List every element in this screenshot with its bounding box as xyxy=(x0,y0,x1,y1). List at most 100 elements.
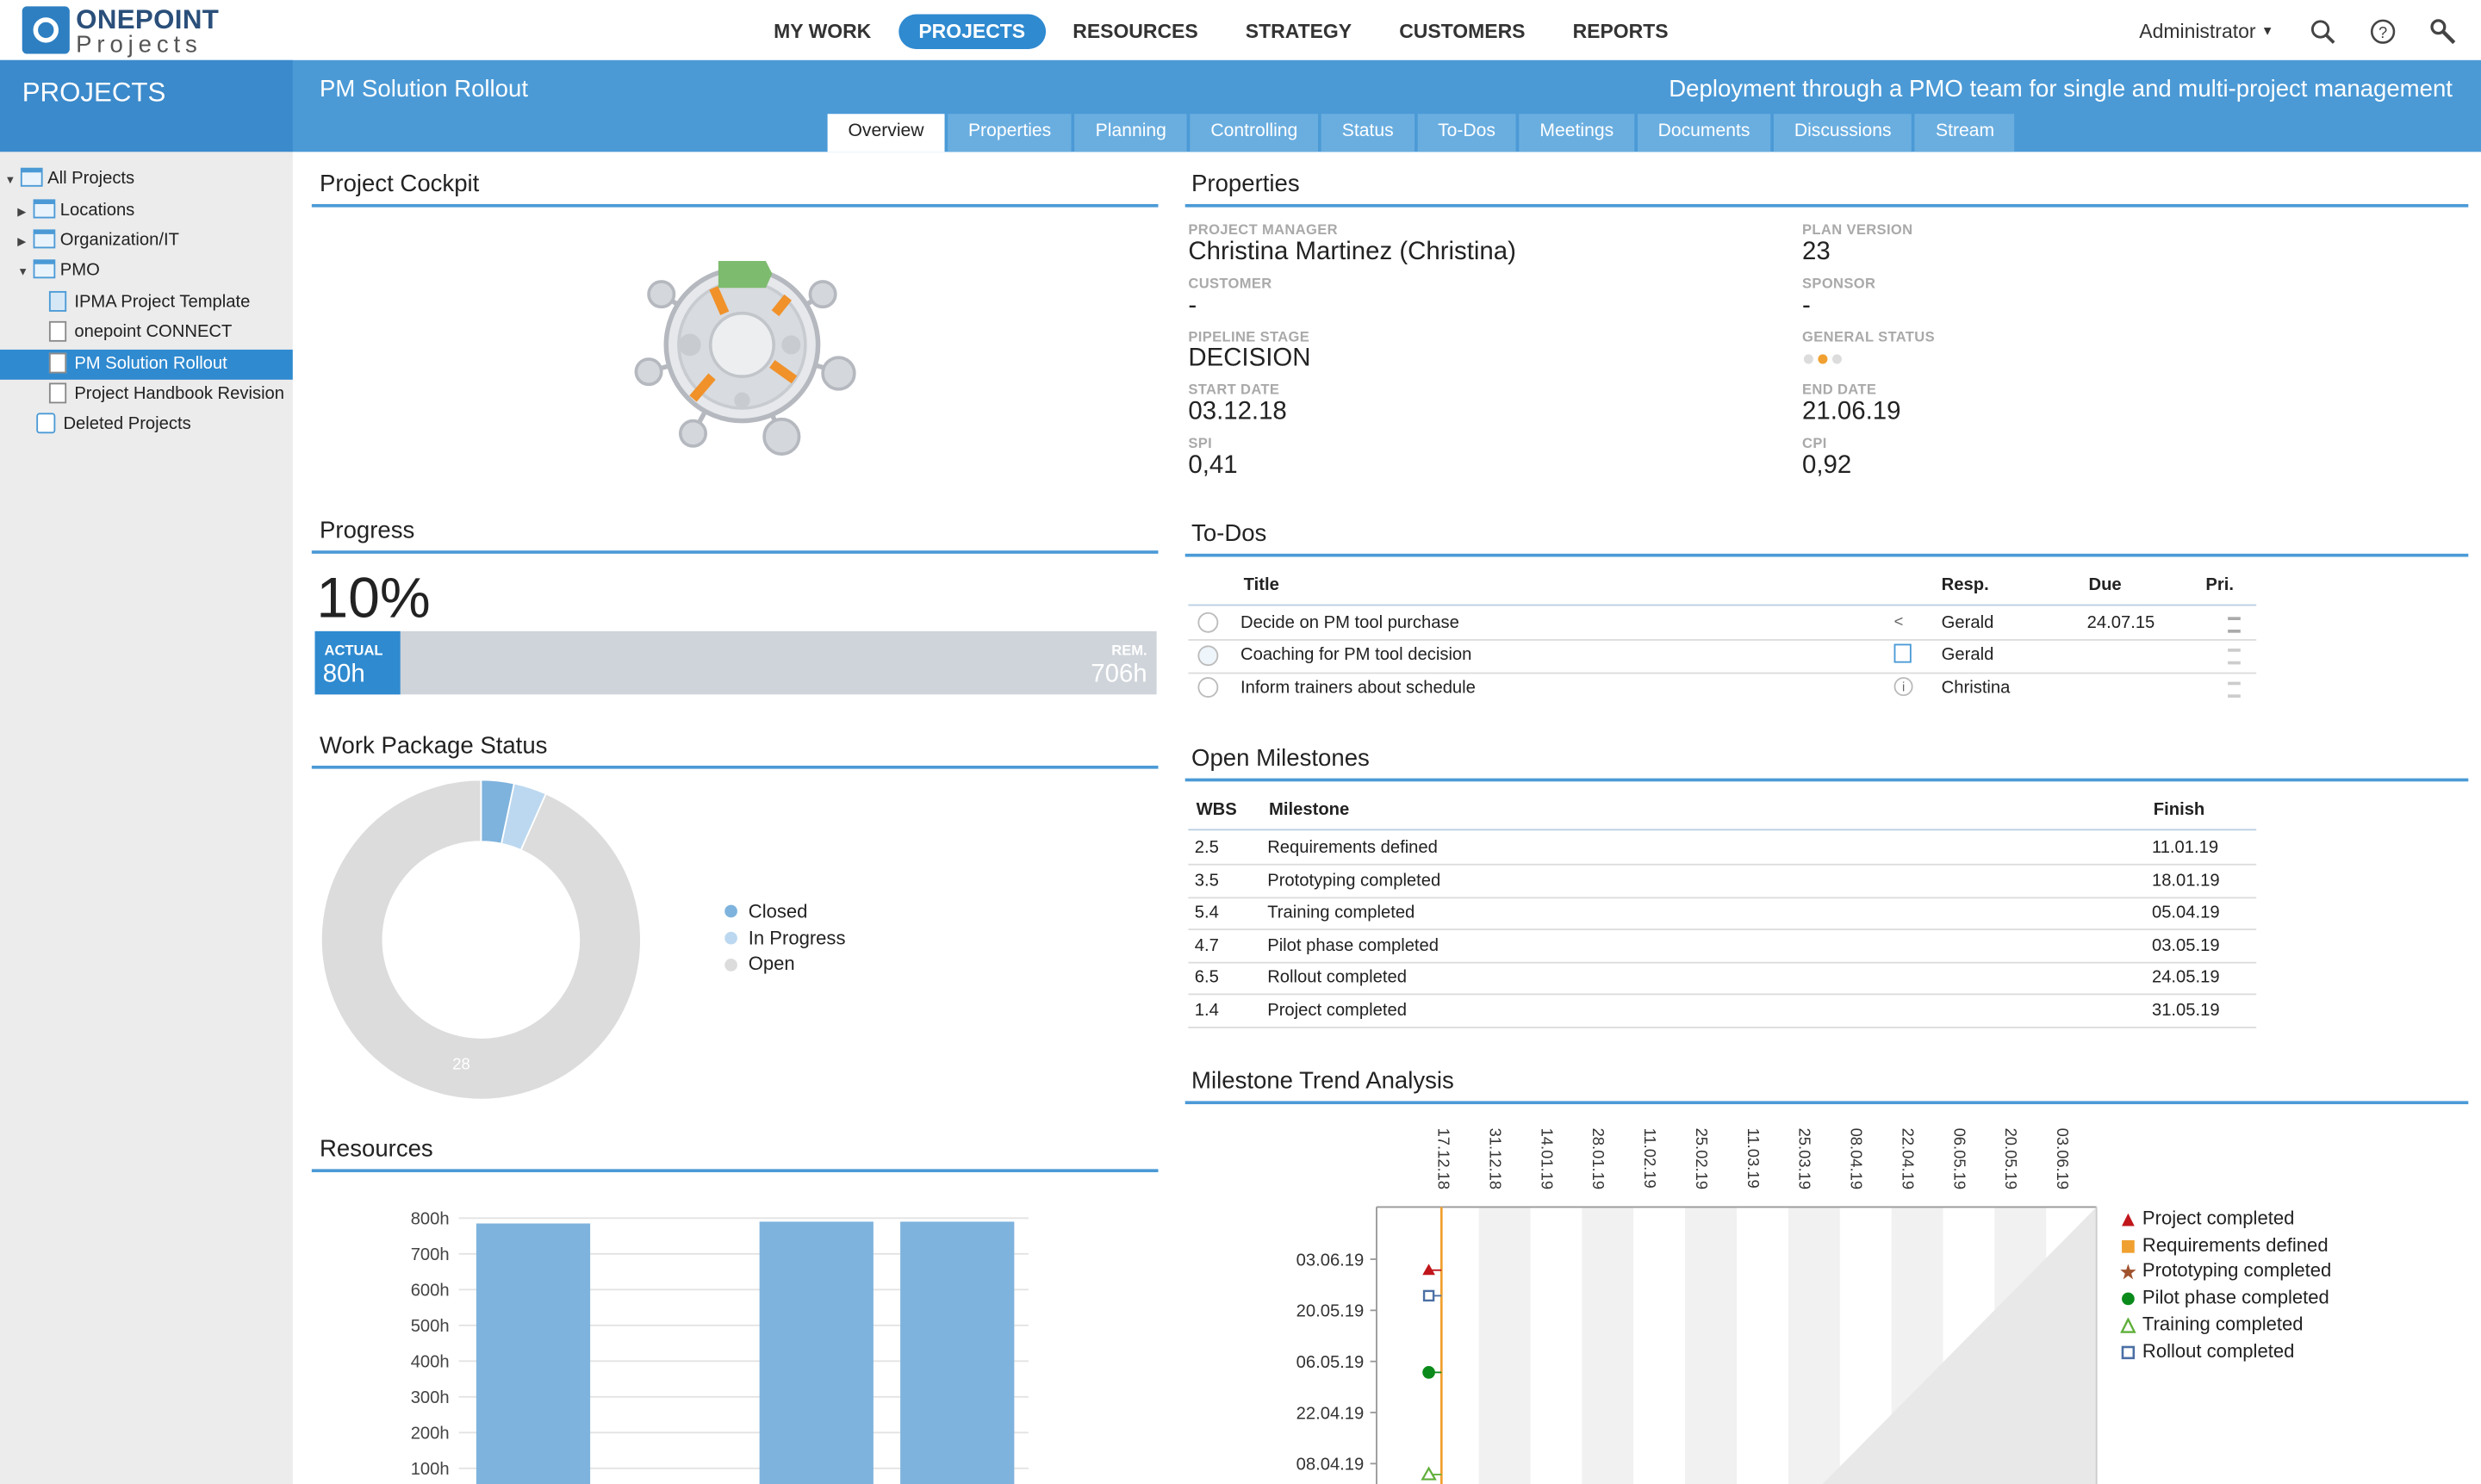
todo-checkbox[interactable] xyxy=(1197,677,1219,698)
caret-down-icon: ▼ xyxy=(2260,23,2274,39)
todo-col-priority[interactable]: Pri. xyxy=(2205,575,2234,595)
milestone-col-name[interactable]: Milestone xyxy=(1269,800,1350,820)
milestone-col-finish[interactable]: Finish xyxy=(2153,800,2205,820)
mta-marker-training-completed[interactable] xyxy=(1421,1466,1437,1481)
milestone-row[interactable]: 6.5 Rollout completed 24.05.19 xyxy=(1188,962,2256,994)
resource-bar[interactable] xyxy=(759,1221,874,1484)
nav-strategy[interactable]: STRATEGY xyxy=(1245,20,1352,43)
expand-open-icon[interactable]: ▼ xyxy=(17,267,28,279)
milestone-col-wbs[interactable]: WBS xyxy=(1196,800,1237,820)
cockpit-wheel-icon[interactable] xyxy=(630,253,861,462)
status-dot-green xyxy=(1831,354,1842,364)
tree-item-organization-it[interactable]: ▶ Organization/IT xyxy=(17,227,179,257)
wp-status-title: Work Package Status xyxy=(320,732,548,760)
donut-slice-open[interactable] xyxy=(320,779,642,1101)
expand-closed-icon[interactable]: ▶ xyxy=(17,207,27,219)
grid-band xyxy=(1582,1207,1634,1484)
general-status-label: GENERAL STATUS xyxy=(1802,329,1935,345)
legend-item[interactable]: Project completed xyxy=(2142,1207,2295,1230)
todo-row[interactable]: Coaching for PM tool decision Gerald xyxy=(1188,641,2256,673)
tree-item-onepoint-connect[interactable]: onepoint CONNECT xyxy=(48,318,232,348)
nav-projects[interactable]: PROJECTS xyxy=(898,14,1047,49)
tree-item-locations[interactable]: ▶ Locations xyxy=(17,196,134,227)
expand-closed-icon[interactable]: ▶ xyxy=(17,237,27,249)
share-icon[interactable]: < xyxy=(1893,613,1904,631)
help-icon[interactable]: ? xyxy=(2369,17,2397,46)
divider xyxy=(311,1169,1159,1173)
mta-marker-pilot-phase-completed[interactable] xyxy=(1422,1366,1435,1379)
milestone-wbs: 4.7 xyxy=(1194,935,1219,956)
nav-customers[interactable]: CUSTOMERS xyxy=(1399,20,1526,43)
search-icon[interactable] xyxy=(2309,17,2337,46)
tab-controlling[interactable]: Controlling xyxy=(1190,114,1319,152)
tab-documents[interactable]: Documents xyxy=(1637,114,1771,152)
legend-closed[interactable]: Closed xyxy=(748,900,808,922)
tree-item-label: Project Handbook Revision xyxy=(74,384,285,404)
grid-band xyxy=(1685,1207,1737,1484)
user-menu[interactable]: Administrator ▼ xyxy=(2139,21,2273,43)
divider xyxy=(1188,829,2257,831)
checklist-icon[interactable] xyxy=(1893,643,1912,663)
tree-item-ipma-template[interactable]: IPMA Project Template xyxy=(48,288,250,318)
legend-open[interactable]: Open xyxy=(748,952,795,975)
legend-item[interactable]: Prototyping completed xyxy=(2142,1259,2332,1282)
end-date-label: END DATE xyxy=(1802,381,1877,398)
tab-properties[interactable]: Properties xyxy=(948,114,1073,152)
legend-item[interactable]: Requirements defined xyxy=(2142,1233,2329,1256)
tree-item-pmo[interactable]: ▼ PMO xyxy=(17,257,100,287)
x-tick-label: 17.12.18 xyxy=(1435,1128,1453,1189)
nav-my-work[interactable]: MY WORK xyxy=(774,20,872,43)
todo-col-title[interactable]: Title xyxy=(1243,575,1279,595)
divider xyxy=(1188,863,2257,866)
y-tick-label: 100h xyxy=(411,1460,450,1479)
resource-bar[interactable] xyxy=(476,1223,591,1484)
x-tick-label: 03.06.19 xyxy=(2054,1128,2072,1189)
todo-col-due[interactable]: Due xyxy=(2088,575,2122,595)
divider xyxy=(1188,604,2257,606)
tree-item-all-projects[interactable]: ▼ All Projects xyxy=(4,165,134,195)
plan-version-label: PLAN VERSION xyxy=(1802,221,1913,238)
legend-item[interactable]: Rollout completed xyxy=(2142,1338,2295,1362)
divider xyxy=(1188,1027,2257,1028)
project-manager-value: Christina Martinez (Christina) xyxy=(1188,239,1516,266)
milestone-row[interactable]: 5.4 Training completed 05.04.19 xyxy=(1188,897,2256,929)
project-description: Deployment through a PMO team for single… xyxy=(1669,76,2453,103)
todo-row[interactable]: Inform trainers about schedule i Christi… xyxy=(1188,674,2256,705)
tab-status[interactable]: Status xyxy=(1321,114,1415,152)
milestone-row[interactable]: 2.5 Requirements defined 11.01.19 xyxy=(1188,832,2256,864)
legend-in-progress[interactable]: In Progress xyxy=(748,927,846,950)
info-icon[interactable]: i xyxy=(1893,677,1913,697)
legend-item[interactable]: Training completed xyxy=(2142,1313,2304,1335)
resource-bar[interactable] xyxy=(900,1221,1015,1484)
expand-open-icon[interactable]: ▼ xyxy=(4,175,16,187)
tab-stream[interactable]: Stream xyxy=(1915,114,2015,152)
status-dot-yellow xyxy=(1818,354,1828,364)
cockpit-title: Project Cockpit xyxy=(320,171,480,198)
milestone-row[interactable]: 1.4 Project completed 31.05.19 xyxy=(1188,995,2256,1027)
milestone-milestone: Requirements defined xyxy=(1267,838,1438,858)
mta-marker-project-completed[interactable] xyxy=(1422,1264,1435,1276)
tab-meetings[interactable]: Meetings xyxy=(1519,114,1635,152)
x-tick-label: 25.03.19 xyxy=(1796,1128,1814,1189)
tab-planning[interactable]: Planning xyxy=(1074,114,1187,152)
todo-row[interactable]: Decide on PM tool purchase < Gerald 24.0… xyxy=(1188,607,2256,639)
todo-col-resp[interactable]: Resp. xyxy=(1941,575,1989,595)
nav-reports[interactable]: REPORTS xyxy=(1572,20,1669,43)
tools-icon[interactable] xyxy=(2428,17,2457,46)
tree-item-handbook-revision[interactable]: Project Handbook Revision xyxy=(48,380,285,410)
tab-overview[interactable]: Overview xyxy=(827,114,945,152)
legend-item[interactable]: Pilot phase completed xyxy=(2142,1286,2329,1309)
nav-resources[interactable]: RESOURCES xyxy=(1073,20,1198,43)
tree-item-pm-solution-rollout[interactable]: PM Solution Rollout xyxy=(0,349,293,380)
todo-checkbox[interactable] xyxy=(1197,612,1219,633)
tab-todos[interactable]: To-Dos xyxy=(1417,114,1516,152)
logo[interactable]: ONEPOINT Projects xyxy=(22,5,219,59)
y-tick-label: 20.05.19 xyxy=(1296,1302,1365,1321)
tree-item-deleted-projects[interactable]: Deleted Projects xyxy=(36,410,191,440)
tab-discussions[interactable]: Discussions xyxy=(1773,114,1912,152)
milestone-row[interactable]: 4.7 Pilot phase completed 03.05.19 xyxy=(1188,930,2256,962)
sponsor-value: - xyxy=(1802,292,1811,320)
mta-marker-rollout-completed[interactable] xyxy=(1422,1289,1435,1302)
milestone-row[interactable]: 3.5 Prototyping completed 18.01.19 xyxy=(1188,865,2256,897)
todo-checkbox[interactable] xyxy=(1197,645,1219,667)
